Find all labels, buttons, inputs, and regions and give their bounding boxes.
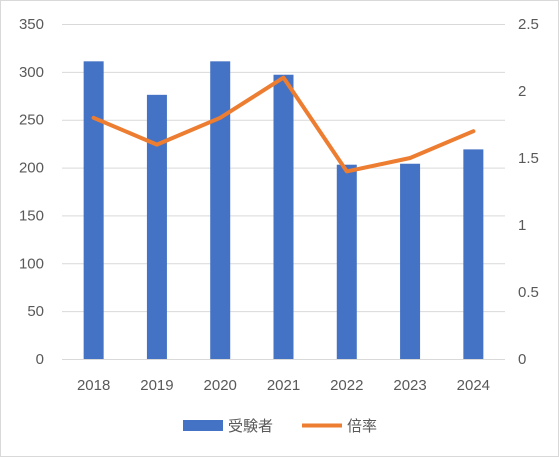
left-tick-label: 350 (19, 16, 44, 33)
bar-series-受験者 (83, 61, 484, 359)
right-axis-ticks: 0 0.5 1 1.5 2 2.5 (518, 16, 539, 368)
x-axis-ticks: 2018 2019 2020 2021 2022 2023 2024 (77, 377, 490, 394)
left-tick-label: 200 (19, 160, 44, 177)
bar-2020 (210, 61, 231, 359)
left-tick-label: 0 (36, 351, 44, 368)
bar-2019 (146, 94, 167, 359)
left-tick-label: 300 (19, 64, 44, 81)
bar-2021 (273, 74, 294, 359)
left-axis-ticks: 0 50 100 150 200 250 300 350 (19, 16, 44, 368)
left-tick-label: 50 (27, 303, 44, 320)
line-series-倍率 (91, 75, 476, 174)
x-tick-label: 2018 (77, 377, 110, 394)
legend-bar-swatch (183, 420, 223, 431)
left-tick-label: 150 (19, 207, 44, 224)
line-倍率 (91, 75, 476, 174)
left-tick-label: 100 (19, 255, 44, 272)
right-tick-label: 1 (518, 217, 526, 234)
right-tick-label: 0 (518, 351, 526, 368)
bar-2022 (336, 164, 357, 359)
left-tick-label: 250 (19, 112, 44, 129)
right-tick-label: 2.5 (518, 16, 539, 33)
x-tick-label: 2019 (140, 377, 173, 394)
x-tick-label: 2021 (267, 377, 300, 394)
legend: 受験者 倍率 (183, 417, 377, 435)
x-tick-label: 2023 (393, 377, 426, 394)
bar-2024 (463, 149, 484, 359)
bar-2018 (83, 61, 104, 359)
legend-label-bar: 受験者 (228, 417, 273, 435)
x-tick-label: 2022 (330, 377, 363, 394)
legend-label-line: 倍率 (347, 417, 377, 435)
bar-2023 (400, 163, 421, 359)
right-tick-label: 0.5 (518, 284, 539, 301)
x-tick-label: 2024 (457, 377, 490, 394)
right-tick-label: 1.5 (518, 150, 539, 167)
x-tick-label: 2020 (204, 377, 237, 394)
right-tick-label: 2 (518, 83, 526, 100)
